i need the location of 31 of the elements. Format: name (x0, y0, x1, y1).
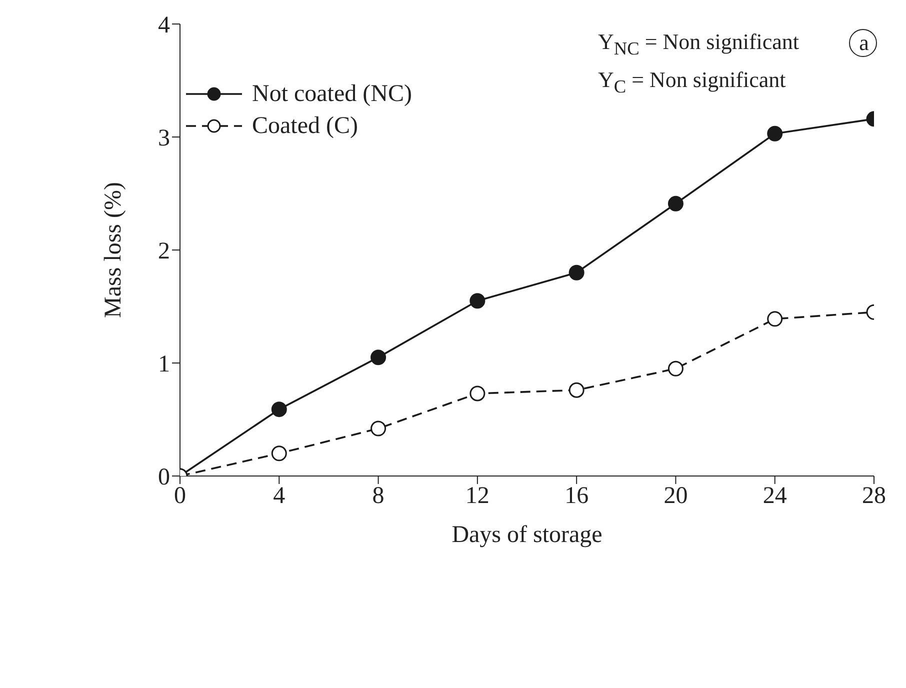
y-tick-label: 3 (158, 126, 170, 152)
x-axis-title: Days of storage (452, 522, 602, 548)
point (470, 293, 486, 309)
y-tick-label: 1 (158, 352, 170, 378)
point (568, 264, 584, 280)
point (271, 446, 287, 462)
point (271, 402, 287, 418)
y-tick-label: 0 (158, 464, 170, 491)
point (370, 350, 386, 366)
legend-label: Not coated (NC) (252, 80, 412, 108)
x-tick-label: 0 (174, 483, 186, 510)
y-axis-title: Mass loss (%) (100, 182, 127, 318)
annotation: Y$_{NC}$ = Non significant (598, 28, 800, 60)
point (668, 196, 684, 212)
x-tick-label: 24 (762, 483, 787, 510)
x-tick-label: 12 (465, 483, 490, 510)
point (568, 382, 584, 398)
point (668, 360, 684, 376)
x-tick-label: 20 (664, 483, 688, 510)
y-tick-label: 2 (158, 238, 170, 265)
x-tick-label: 8 (372, 483, 384, 510)
x-tick-label: 4 (273, 483, 286, 510)
point (370, 420, 386, 436)
point (470, 386, 486, 402)
x-tick-label: 28 (862, 483, 886, 510)
point (767, 126, 783, 142)
point (767, 311, 783, 327)
annotation: Y$_{C}$ = Non significant (598, 66, 787, 99)
legend-label: Coated (C) (252, 112, 358, 140)
x-tick-label: 16 (564, 483, 589, 510)
y-tick-label: 4 (158, 12, 170, 39)
